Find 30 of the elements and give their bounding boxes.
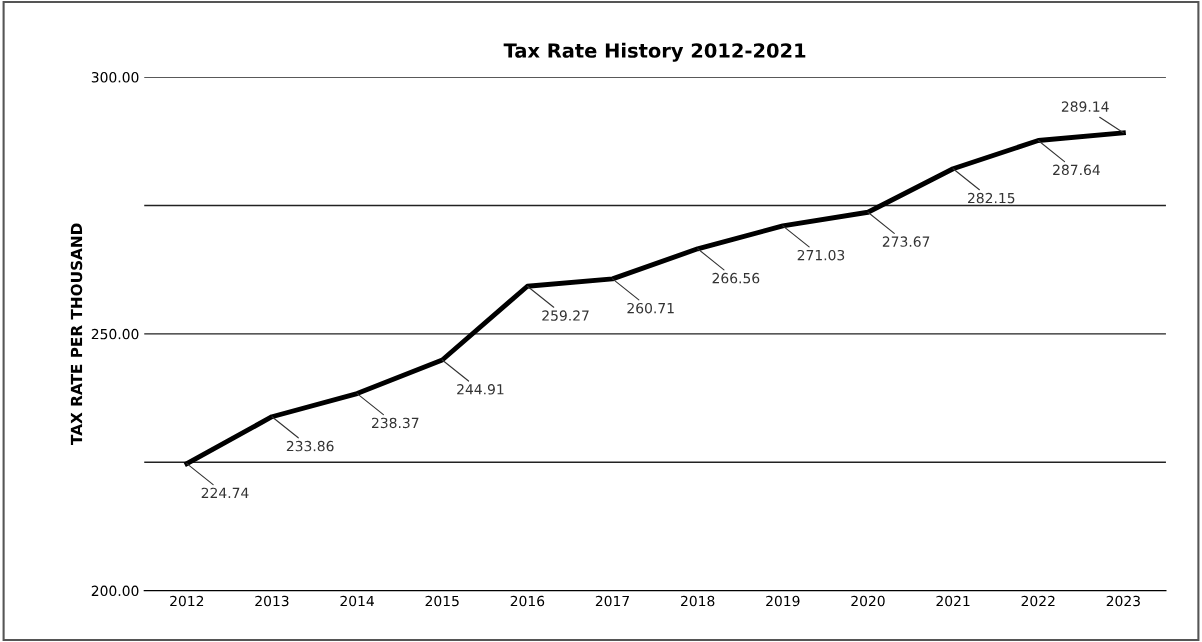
x-tick-label: 2016 <box>510 595 545 607</box>
x-tick-label: 2015 <box>425 595 459 607</box>
x-tick-label: 2017 <box>595 595 629 607</box>
x-tick-label: 2020 <box>851 595 885 607</box>
x-tick-label: 2013 <box>255 595 289 607</box>
x-tick-label: 2022 <box>1021 595 1055 607</box>
data-label: 259.27 <box>542 310 589 321</box>
data-label: 271.03 <box>797 249 845 261</box>
data-label: 287.64 <box>1053 164 1100 176</box>
chart-title: Tax Rate History 2012-2021 <box>503 42 806 62</box>
x-tick-label: 2023 <box>1106 595 1140 607</box>
data-label: 238.37 <box>372 417 419 429</box>
data-label: 273.67 <box>882 236 930 247</box>
x-tick-label: 2018 <box>681 595 715 607</box>
y-tick-label: 300.00 <box>91 72 139 83</box>
data-label: 266.56 <box>712 272 760 284</box>
y-tick-label: 250.00 <box>91 328 139 340</box>
data-label: 224.74 <box>201 487 249 498</box>
x-tick-label: 2014 <box>340 595 374 607</box>
data-label: 289.14 <box>1061 101 1109 112</box>
x-tick-label: 2012 <box>170 595 204 607</box>
y-axis-title: TAX RATE PER THOUSAND <box>70 223 83 445</box>
data-label: 260.71 <box>627 302 674 314</box>
data-label: 233.86 <box>286 440 334 452</box>
data-label: 244.91 <box>457 384 504 395</box>
line-series <box>184 130 1126 467</box>
x-tick-label: 2019 <box>766 595 800 607</box>
y-tick-label: 200.00 <box>91 585 139 597</box>
data-label: 282.15 <box>967 192 1015 204</box>
x-tick-label: 2021 <box>936 595 970 607</box>
